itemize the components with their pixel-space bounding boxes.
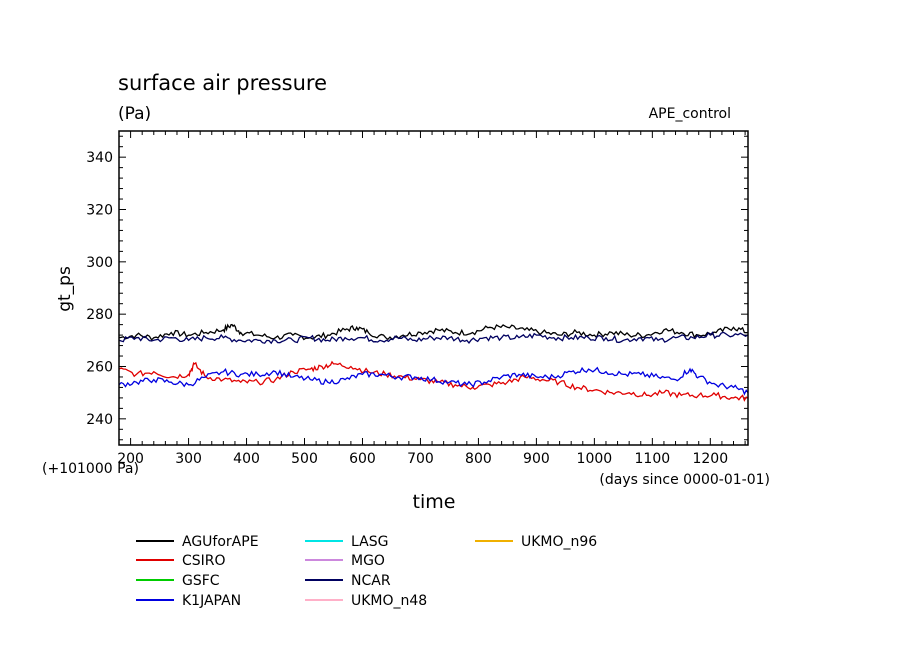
legend-label-ukmo_n96: UKMO_n96 — [521, 534, 597, 550]
x-tick-label: 1200 — [692, 451, 728, 467]
series-line-csiro — [118, 360, 749, 402]
x-tick-label: 400 — [233, 451, 260, 467]
legend-label-ncar: NCAR — [351, 573, 391, 589]
ticks: 200 300 400 500 600 700 800 900 1000 1100 1200 240 2… — [86, 131, 748, 467]
x-tick-label: 200 — [117, 451, 144, 467]
series-line-aguforape — [118, 323, 749, 341]
series-line-ncar — [118, 331, 749, 345]
y-tick-label: 280 — [86, 307, 113, 323]
x-tick-label: 500 — [291, 451, 318, 467]
plot-frame — [118, 130, 749, 446]
x-units-label: (days since 0000-01-01) — [599, 472, 770, 488]
y-tick-label: 340 — [86, 150, 113, 166]
x-tick-label: 900 — [523, 451, 550, 467]
legend-label-gsfc: GSFC — [182, 573, 220, 589]
y-tick-label: 300 — [86, 255, 113, 271]
legend-label-lasg: LASG — [351, 534, 388, 550]
x-tick-label: 300 — [175, 451, 202, 467]
y-tick-label: 260 — [86, 360, 113, 376]
experiment-label: APE_control — [649, 106, 731, 122]
legend-label-mgo: MGO — [351, 553, 385, 569]
x-tick-label: 1000 — [577, 451, 613, 467]
legend: AGUforAPE CSIRO GSFC K1JAPAN LASG MGO NCAR UKMO… — [136, 534, 597, 609]
plot-lines — [118, 323, 749, 402]
y-offset-label: (+101000 Pa) — [42, 461, 139, 477]
x-tick-label: 600 — [349, 451, 376, 467]
chart-units: (Pa) — [118, 104, 151, 124]
x-tick-label: 700 — [407, 451, 434, 467]
legend-label-csiro: CSIRO — [182, 553, 226, 569]
x-axis-label: time — [413, 491, 456, 513]
legend-label-ukmo_n48: UKMO_n48 — [351, 593, 427, 609]
x-tick-label: 800 — [465, 451, 492, 467]
legend-label-k1japan: K1JAPAN — [182, 593, 241, 609]
x-tick-label: 1100 — [635, 451, 671, 467]
y-tick-label: 320 — [86, 203, 113, 219]
y-axis-label: gt_ps — [55, 266, 75, 312]
series-line-k1japan — [118, 366, 749, 396]
chart-title: surface air pressure — [118, 71, 327, 95]
y-tick-label: 240 — [86, 412, 113, 428]
legend-label-aguforape: AGUforAPE — [182, 534, 259, 550]
